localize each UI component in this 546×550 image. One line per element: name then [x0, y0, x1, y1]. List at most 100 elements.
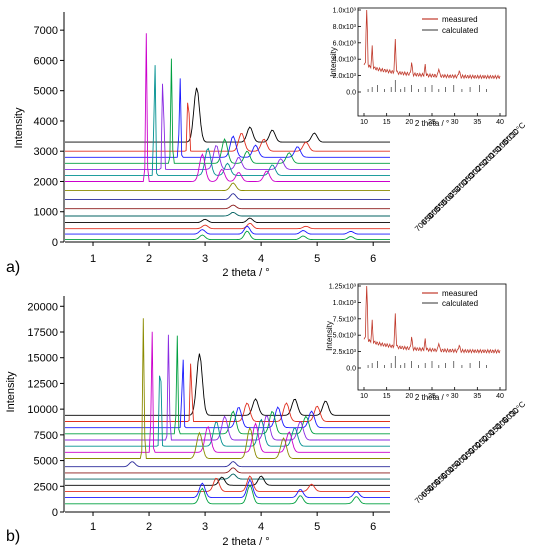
inset-x-tick-label: 20 [405, 393, 413, 400]
y-tick-label: 20000 [27, 301, 58, 313]
inset-x-tick-label: 25 [428, 393, 436, 400]
y-tick-label: 17500 [27, 327, 58, 339]
panel-b-temperature-labels: 30°C50°C100°C150°C200°C250°C300°C350°C40… [413, 399, 527, 505]
y-tick-label: 2000 [34, 176, 58, 188]
inset-y-tick-label: 8.0x10³ [333, 24, 357, 31]
series-line-100°C [65, 359, 390, 429]
panel-a-legend-measured: measured [442, 15, 478, 24]
panel-b-inset-ylabel: Intensity [325, 321, 334, 351]
panel-a-inset: 0.0 2.0x10³ 4.0x10³ 6.0x10³ 8.0x10³ 1.0x10³ 1… [329, 8, 507, 128]
panel-b-inset-plot [363, 285, 501, 368]
inset-x-tick-label: 25 [428, 119, 436, 126]
panel-a-inset-plot [363, 9, 501, 92]
series-line-550°C [65, 217, 390, 224]
series-line-100°C [65, 78, 390, 158]
panel-b-inset-yticks: 0.0 2.5x10³ 5.0x10³ 7.5x10³ 1.0x10³ 1.25x10³ [329, 284, 361, 373]
panel-a-series [65, 33, 390, 241]
panel-b: b) Intensity 2 theta / ° 025005000750010… [5, 284, 527, 549]
series-line-50°C [65, 363, 390, 422]
series-line-550°C [65, 475, 390, 486]
inset-x-tick-label: 40 [496, 119, 504, 126]
panel-b-legend-calculated: calculated [442, 299, 478, 308]
inset-y-tick-label: 7.5x10³ [333, 316, 357, 323]
panel-a-inset-ylabel: Intensity [329, 47, 338, 77]
y-tick-label: 0 [52, 507, 58, 519]
panel-b-inset: 0.02.5x10³5.0x10³7.5x10³1.0x10³1.25x10³ … [325, 284, 507, 402]
inset-y-tick-label: 0.0 [346, 90, 356, 97]
x-tick-label: 1 [90, 253, 96, 265]
panel-a-yticks: 0 1000 2000 3000 4000 5000 6000 7000 [34, 12, 65, 249]
inset-measured-line [363, 285, 501, 355]
y-tick-label: 0 [52, 237, 58, 249]
inset-x-tick-label: 10 [360, 119, 368, 126]
series-line-450°C [65, 204, 390, 210]
inset-y-tick-label: 2.5x10³ [333, 349, 357, 356]
x-tick-label: 6 [370, 521, 376, 533]
inset-y-tick-label: 1.25x10³ [329, 284, 357, 291]
inset-x-tick-label: 15 [383, 119, 391, 126]
inset-y-tick-label: 4.0x10³ [333, 57, 357, 64]
series-line-600°C [65, 475, 390, 492]
x-tick-label: 2 [146, 253, 152, 265]
y-tick-label: 5000 [34, 86, 58, 98]
y-tick-label: 6000 [34, 55, 58, 67]
y-tick-label: 15000 [27, 353, 58, 365]
series-line-600°C [65, 222, 390, 230]
series-line-150°C [65, 335, 390, 435]
y-tick-label: 5000 [34, 456, 58, 468]
inset-x-tick-label: 35 [473, 119, 481, 126]
series-line-200°C [65, 334, 390, 441]
panel-a-legend-calculated: calculated [442, 26, 478, 35]
y-tick-label: 7000 [34, 25, 58, 37]
panel-b-inset-xticks: 10 15 20 25 30 35 40 [360, 387, 504, 400]
panel-b-series [65, 318, 390, 505]
series-line-700°C [65, 230, 390, 241]
inset-y-tick-label: 6.0x10³ [333, 40, 357, 47]
x-tick-label: 4 [258, 521, 264, 533]
temperature-label: 700°C [413, 211, 435, 233]
inset-x-tick-label: 15 [383, 393, 391, 400]
x-tick-label: 5 [314, 253, 320, 265]
y-tick-label: 2500 [34, 481, 58, 493]
inset-x-tick-label: 40 [496, 393, 504, 400]
inset-x-tick-label: 30 [451, 393, 459, 400]
series-line-350°C [65, 182, 390, 192]
inset-y-tick-label: 1.0x10³ [333, 8, 357, 15]
x-tick-label: 5 [314, 521, 320, 533]
inset-measured-line [363, 9, 501, 80]
series-line-300°C [65, 33, 390, 182]
inset-x-tick-label: 10 [360, 393, 368, 400]
inset-x-tick-label: 30 [451, 119, 459, 126]
panel-b-legend-measured: measured [442, 289, 478, 298]
y-tick-label: 1000 [34, 207, 58, 219]
series-line-450°C [65, 467, 390, 474]
panel-a: a) Intensity 2 theta / ° 010002000300040… [6, 8, 527, 280]
series-line-200°C [65, 83, 390, 170]
x-tick-label: 3 [202, 521, 208, 533]
series-line-700°C [65, 484, 390, 505]
y-tick-label: 12500 [27, 378, 58, 390]
panel-b-xticks: 1 2 3 4 5 6 [65, 511, 390, 533]
panel-a-ylabel: Intensity [13, 107, 25, 148]
series-line-150°C [65, 58, 390, 164]
series-line-350°C [65, 318, 390, 459]
x-tick-label: 6 [370, 253, 376, 265]
y-tick-label: 7500 [34, 430, 58, 442]
temperature-label: 700°C [413, 483, 435, 505]
panel-a-inset-xticks: 10 15 20 25 30 35 40 [360, 113, 504, 126]
series-line-250°C [65, 375, 390, 447]
inset-y-tick-label: 1.0x10³ [333, 300, 357, 307]
panel-a-xticks: 1 2 3 4 5 6 [65, 241, 390, 265]
x-tick-label: 2 [146, 521, 152, 533]
inset-y-tick-label: 2.0x10³ [333, 73, 357, 80]
y-tick-label: 3000 [34, 146, 58, 158]
series-line-250°C [65, 65, 390, 176]
inset-y-tick-label: 0.0 [346, 366, 356, 373]
panel-b-yticks: 0 2500 5000 7500 10000 12500 15000 17500 20000 [27, 296, 65, 519]
series-line-400°C [65, 461, 390, 468]
inset-x-tick-label: 20 [405, 119, 413, 126]
series-line-650°C [65, 479, 390, 499]
x-tick-label: 1 [90, 521, 96, 533]
panel-b-xlabel: 2 theta / ° [222, 536, 269, 548]
